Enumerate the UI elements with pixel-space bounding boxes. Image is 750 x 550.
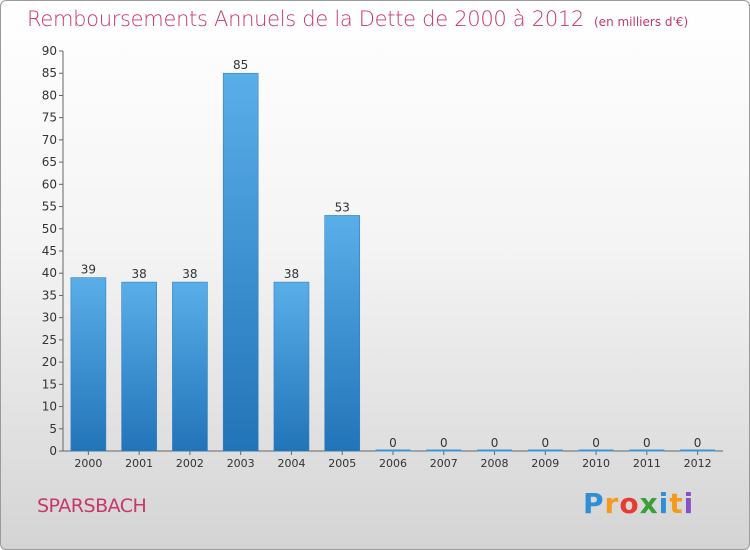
bar [273, 281, 310, 452]
bar-value-label: 0 [491, 436, 499, 450]
bar-value-label: 0 [389, 436, 397, 450]
proxiti-logo: Proxiti [583, 487, 694, 520]
logo-letter: x [639, 487, 659, 520]
y-tick-label: 10 [42, 400, 57, 414]
y-tick-label: 75 [42, 111, 57, 125]
logo-letter: o [619, 487, 640, 520]
y-tick-label: 90 [42, 44, 57, 58]
bar-value-label: 38 [132, 267, 147, 281]
bar-value-label: 39 [81, 263, 96, 277]
x-tick-label: 2010 [582, 457, 610, 470]
bar [324, 215, 361, 452]
bar [172, 281, 208, 452]
y-tick-label: 30 [42, 311, 57, 325]
bar-value-label: 0 [694, 436, 702, 450]
x-tick-label: 2003 [227, 457, 255, 470]
bar [222, 72, 259, 452]
logo-letter: P [583, 487, 605, 520]
chart-unit: (en milliers d'€) [594, 15, 689, 29]
y-tick-label: 35 [42, 288, 57, 302]
y-tick-label: 5 [49, 422, 57, 436]
x-tick-label: 2006 [379, 457, 407, 470]
y-tick-label: 55 [42, 200, 57, 214]
bar-value-label: 38 [182, 267, 197, 281]
x-tick-label: 2011 [633, 457, 661, 470]
y-tick-label: 65 [42, 155, 57, 169]
x-tick-label: 2007 [430, 457, 458, 470]
y-tick-label: 20 [42, 355, 57, 369]
y-tick-label: 45 [42, 244, 57, 258]
bar-value-label: 53 [335, 200, 350, 214]
bar-value-label: 0 [440, 436, 448, 450]
y-tick-label: 40 [42, 266, 57, 280]
logo-letter: i [658, 487, 670, 520]
y-tick-label: 80 [42, 88, 57, 102]
x-tick-label: 2009 [531, 457, 559, 470]
bar [70, 277, 107, 452]
bar-value-label: 38 [284, 267, 299, 281]
chart-bars: 39 38 38 85 38 53 0 0 0 0 0 0 0 [70, 58, 716, 452]
x-tick-label: 2008 [481, 457, 509, 470]
logo-letter: r [604, 487, 620, 520]
x-tick-label: 2004 [277, 457, 305, 470]
chart-axes: 0 5 10 15 20 25 30 35 40 45 50 55 60 65 70 75 80 85 90 2000… [42, 44, 723, 470]
logo-letter: t [669, 487, 684, 520]
y-tick-label: 85 [42, 66, 57, 80]
title-row: Remboursements Annuels de la Dette de 20… [27, 7, 688, 31]
y-tick-label: 25 [42, 333, 57, 347]
x-tick-label: 2012 [684, 457, 712, 470]
bar [121, 281, 157, 452]
bar-value-label: 85 [233, 58, 248, 72]
x-tick-label: 2002 [176, 457, 204, 470]
bar-value-label: 0 [541, 436, 549, 450]
chart-title: Remboursements Annuels de la Dette de 20… [27, 7, 584, 31]
commune-name: SPARSBACH [37, 495, 147, 517]
bar-value-label: 0 [643, 436, 651, 450]
y-tick-label: 60 [42, 177, 57, 191]
y-tick-label: 15 [42, 377, 57, 391]
x-tick-label: 2005 [328, 457, 356, 470]
y-tick-label: 70 [42, 133, 57, 147]
logo-letter: i [683, 487, 695, 520]
y-tick-label: 0 [49, 444, 57, 458]
x-tick-label: 2000 [74, 457, 102, 470]
bar-value-label: 0 [592, 436, 600, 450]
y-tick-label: 50 [42, 222, 57, 236]
x-tick-label: 2001 [125, 457, 153, 470]
